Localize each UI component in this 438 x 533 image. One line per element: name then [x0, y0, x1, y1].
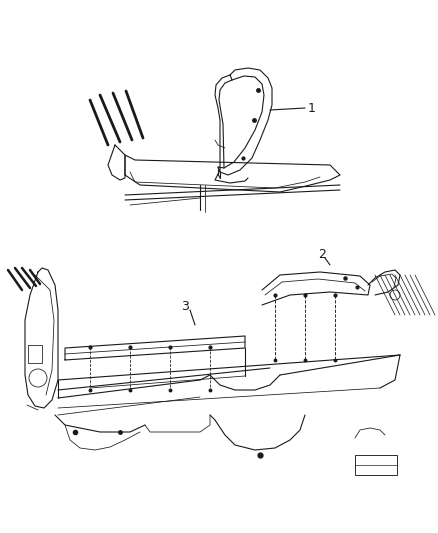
Bar	[28, 345, 42, 363]
Text: 1: 1	[308, 101, 316, 115]
Text: 2: 2	[318, 248, 326, 262]
Bar	[355, 455, 397, 475]
Text: 3: 3	[181, 301, 189, 313]
